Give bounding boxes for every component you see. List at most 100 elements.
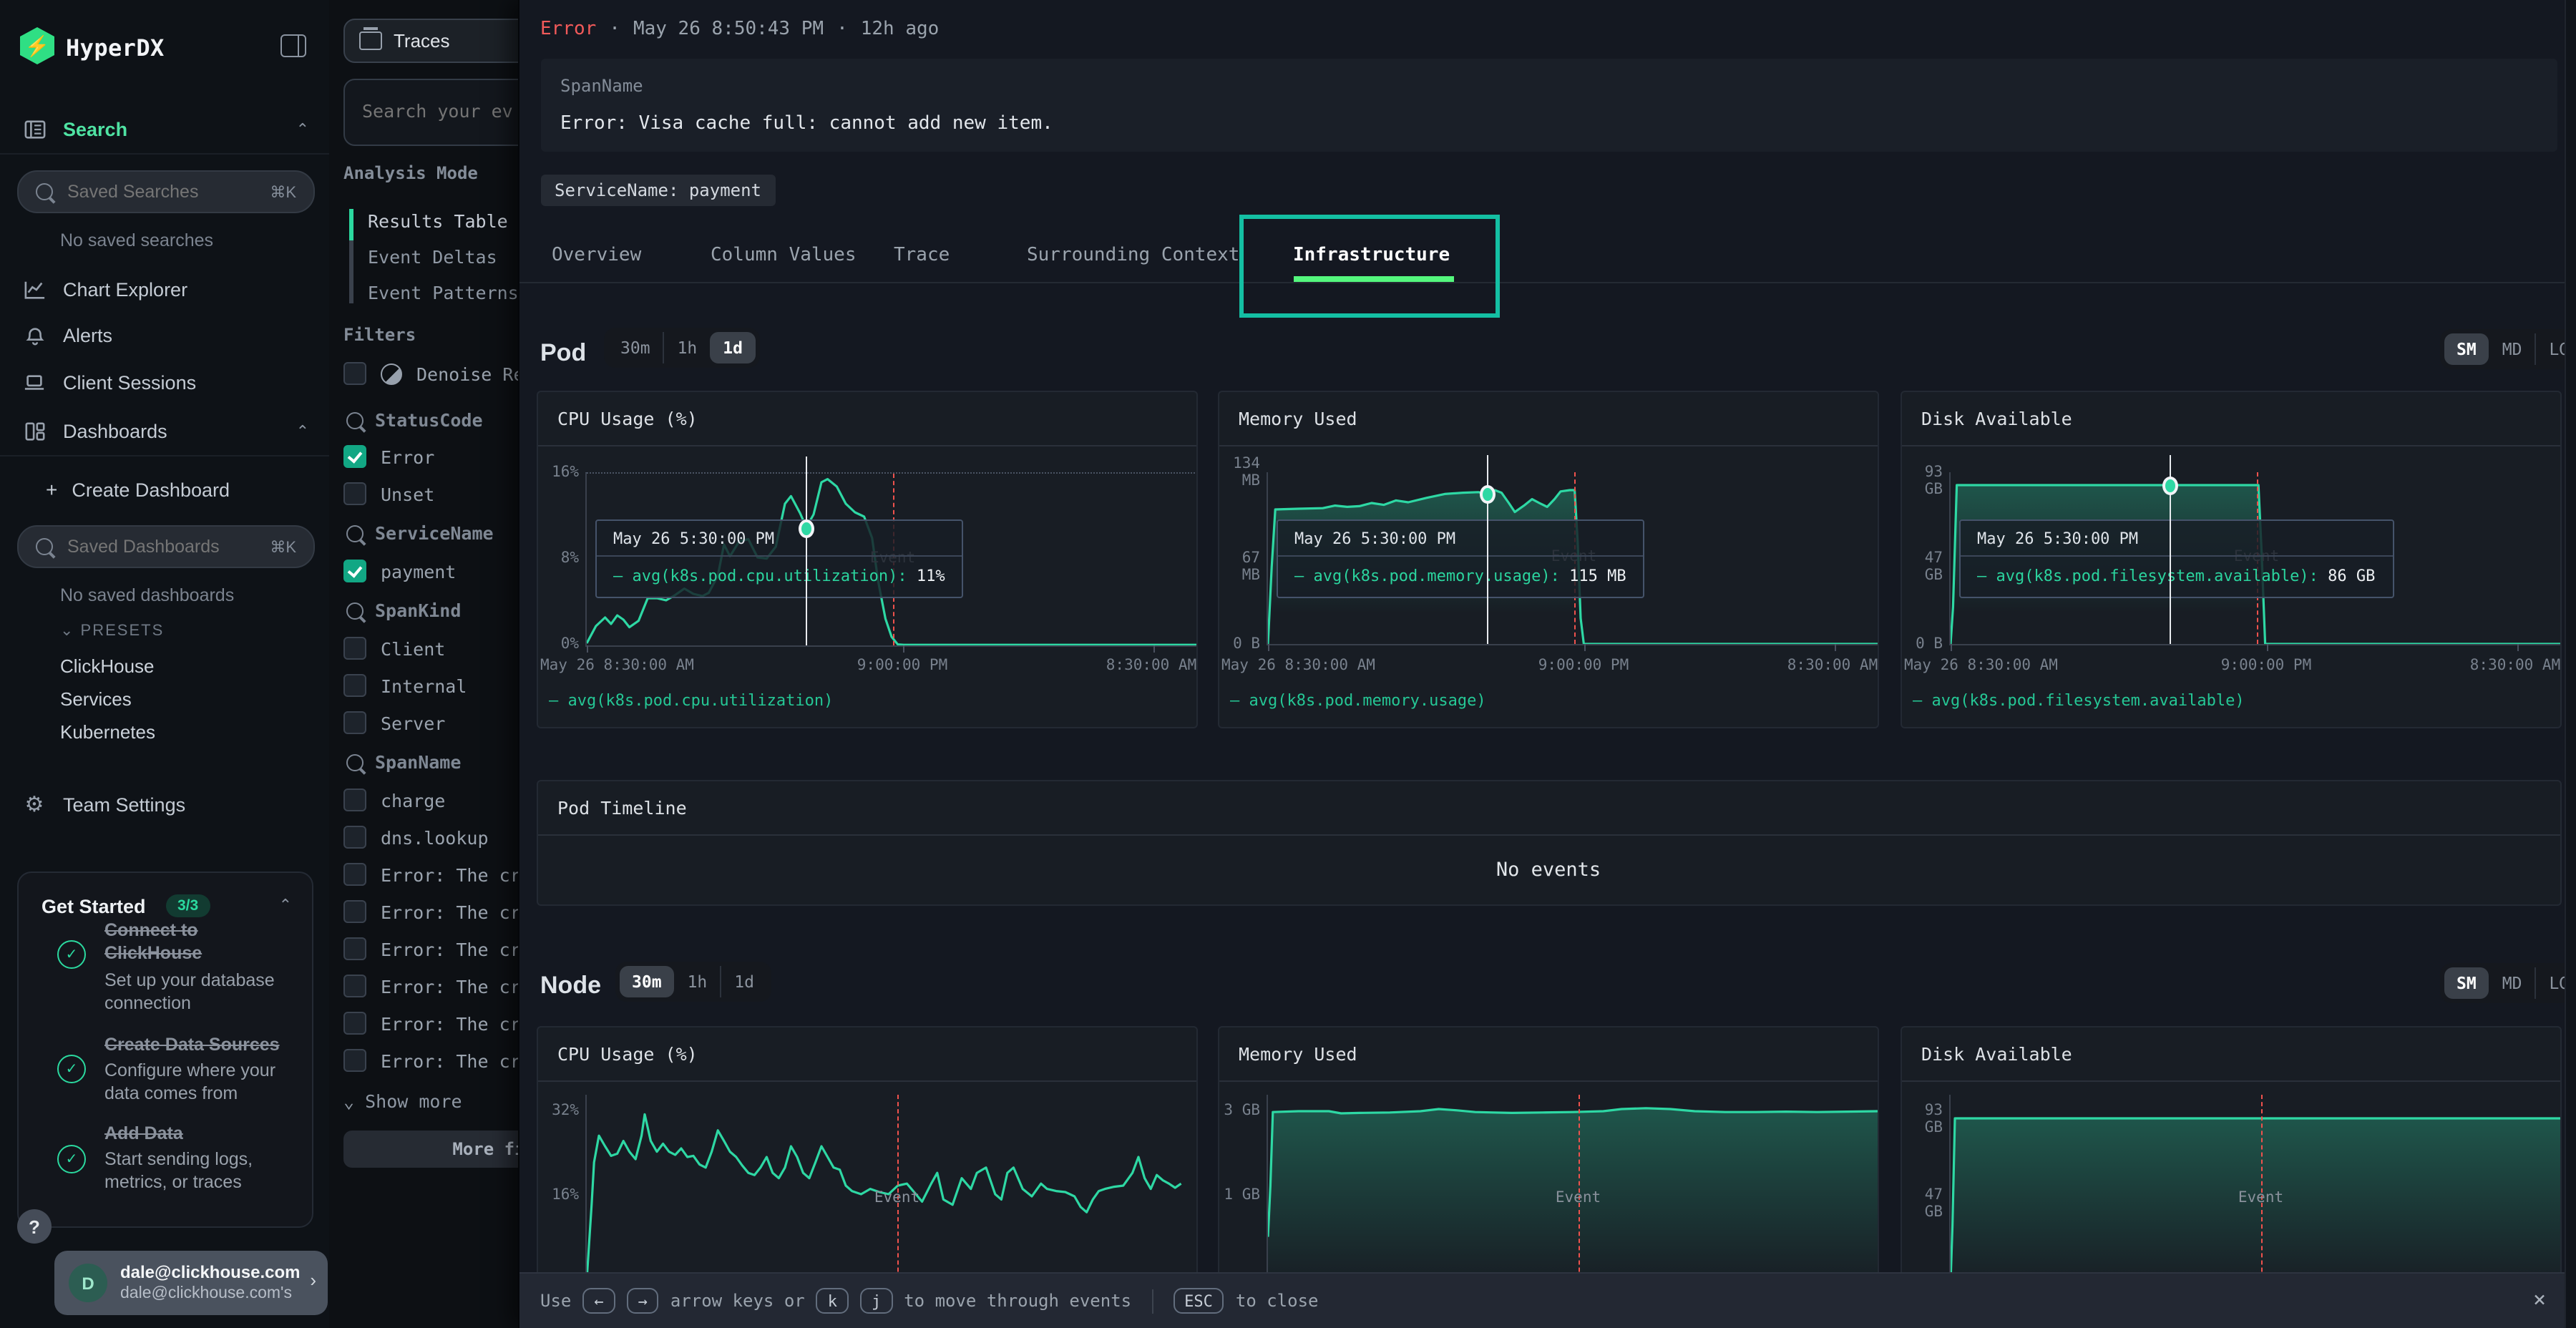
tab-column-values[interactable]: Column Values: [711, 245, 857, 266]
preset-kubernetes[interactable]: Kubernetes: [60, 721, 155, 743]
checkbox-unchecked[interactable]: [343, 900, 366, 923]
collapse-sidebar-icon[interactable]: [280, 34, 306, 57]
event-search-input[interactable]: [359, 99, 517, 123]
get-started-item-title[interactable]: Connect to ClickHouse: [104, 920, 203, 963]
close-icon[interactable]: ×: [2532, 1286, 2546, 1312]
node-range-30m[interactable]: 30m: [619, 966, 675, 997]
event-header: Error · May 26 8:50:43 PM · 12h ago: [540, 19, 939, 40]
saved-searches-field[interactable]: [64, 180, 256, 203]
panel-scrollbar[interactable]: [2565, 0, 2576, 1328]
saved-dashboards-input[interactable]: ⌘K: [17, 525, 315, 568]
get-started-item-title[interactable]: Add Data: [104, 1123, 183, 1143]
filter-option-error-span[interactable]: Error: The cr: [343, 937, 517, 960]
checkbox-checked[interactable]: [343, 560, 366, 582]
preset-clickhouse[interactable]: ClickHouse: [60, 655, 155, 677]
presets-toggle[interactable]: ⌄ PRESETS: [60, 622, 165, 640]
checkbox-unchecked[interactable]: [343, 1049, 366, 1072]
get-started-item-title[interactable]: Create Data Sources: [104, 1035, 280, 1055]
tab-surrounding-context[interactable]: Surrounding Context: [1027, 245, 1240, 266]
pod-range-30m[interactable]: 30m: [620, 338, 650, 358]
denoise-results-checkbox[interactable]: Denoise Re: [343, 362, 517, 385]
analysis-mode-event-patterns[interactable]: Event Patterns: [368, 282, 517, 303]
checkbox-unchecked[interactable]: [343, 975, 366, 997]
y-tick: 16%: [552, 1186, 579, 1204]
bell-icon: [23, 323, 46, 346]
divider: [0, 455, 329, 456]
get-started-title: Get Started: [42, 896, 146, 917]
event-search-box[interactable]: [343, 79, 517, 146]
chevron-up-icon[interactable]: ⌃: [278, 897, 292, 914]
sidebar-item-chart-explorer[interactable]: Chart Explorer: [0, 272, 329, 306]
filter-option-error-span[interactable]: Error: The cr: [343, 1012, 517, 1035]
checkbox-unchecked[interactable]: [343, 674, 366, 697]
analysis-mode-results-table[interactable]: Results Table: [368, 210, 508, 232]
checkbox-unchecked[interactable]: [343, 863, 366, 886]
checkbox-unchecked[interactable]: [343, 482, 366, 505]
node-memory-chart[interactable]: Event: [1266, 1095, 1877, 1327]
filter-option-charge[interactable]: charge: [343, 788, 445, 811]
saved-searches-input[interactable]: ⌘K: [17, 170, 315, 213]
show-more-toggle[interactable]: ⌄ Show more: [343, 1090, 462, 1112]
checkbox-unchecked[interactable]: [343, 362, 366, 385]
node-range-1h[interactable]: 1h: [687, 972, 708, 992]
preset-services[interactable]: Services: [60, 688, 132, 710]
filter-option-dns-lookup[interactable]: dns.lookup: [343, 826, 489, 849]
filter-option-error-span[interactable]: Error: The cr: [343, 863, 517, 886]
checkbox-unchecked[interactable]: [343, 637, 366, 660]
chart-legend: — avg(k8s.pod.cpu.utilization): [549, 691, 834, 710]
tab-infrastructure[interactable]: Infrastructure: [1293, 245, 1450, 266]
status-badge: Error: [540, 19, 597, 40]
user-account-chip[interactable]: D dale@clickhouse.com dale@clickhouse.co…: [54, 1251, 328, 1315]
filter-option-server[interactable]: Server: [343, 711, 445, 734]
sidebar-item-dashboards[interactable]: Dashboards ⌃: [0, 414, 329, 448]
checkbox-unchecked[interactable]: [343, 1012, 366, 1035]
checkbox-unchecked[interactable]: [343, 937, 366, 960]
checkbox-unchecked[interactable]: [343, 826, 366, 849]
sidebar-item-client-sessions[interactable]: Client Sessions: [0, 365, 329, 399]
analysis-mode-event-deltas[interactable]: Event Deltas: [368, 246, 497, 268]
more-filters-button[interactable]: More fil: [343, 1131, 517, 1168]
checkbox-unchecked[interactable]: [343, 711, 366, 734]
tab-overview[interactable]: Overview: [552, 245, 642, 266]
sidebar-item-alerts[interactable]: Alerts: [0, 318, 329, 352]
sidebar-item-label: Chart Explorer: [63, 278, 188, 300]
avatar: D: [69, 1264, 107, 1302]
filter-option-internal[interactable]: Internal: [343, 674, 467, 697]
create-dashboard-button[interactable]: + Create Dashboard: [0, 472, 329, 507]
node-size-md[interactable]: MD: [2502, 973, 2522, 993]
span-value: Error: Visa cache full: cannot add new i…: [560, 113, 1053, 135]
chevron-up-icon[interactable]: ⌃: [296, 121, 309, 138]
node-size-sm[interactable]: SM: [2444, 967, 2489, 999]
filter-option-client[interactable]: Client: [343, 637, 445, 660]
filter-option-error-span[interactable]: Error: The cr: [343, 975, 517, 997]
x-tick: 9:00:00 PM: [857, 657, 948, 674]
pod-range-1h[interactable]: 1h: [663, 332, 711, 363]
checkbox-unchecked[interactable]: [343, 788, 366, 811]
event-marker-line: [2260, 1095, 2263, 1327]
filter-option-error[interactable]: Error: [343, 445, 434, 468]
saved-dashboards-field[interactable]: [64, 535, 256, 558]
tab-trace[interactable]: Trace: [894, 245, 950, 266]
pod-size-md[interactable]: MD: [2502, 339, 2522, 359]
help-button[interactable]: ?: [17, 1209, 52, 1244]
pod-range-1d[interactable]: 1d: [710, 332, 756, 363]
sidebar-item-search[interactable]: Search ⌃: [0, 112, 329, 146]
chart-title: Memory Used: [1219, 392, 1877, 446]
node-cpu-chart[interactable]: Event: [585, 1095, 1196, 1327]
service-name-tag[interactable]: ServiceName: payment: [540, 175, 776, 206]
source-select[interactable]: Traces: [343, 19, 517, 63]
active-tab-underline: [1293, 276, 1453, 281]
filter-option-error-span[interactable]: Error: The cr: [343, 900, 517, 923]
chevron-up-icon[interactable]: ⌃: [296, 423, 309, 440]
filter-option-error-span[interactable]: Error: The cr: [343, 1049, 517, 1072]
filter-option-unset[interactable]: Unset: [343, 482, 434, 505]
datasource-icon: [359, 27, 382, 50]
node-range-1d[interactable]: 1d: [720, 966, 767, 997]
sidebar-item-team-settings[interactable]: ⚙ Team Settings: [0, 787, 329, 821]
pod-size-sm[interactable]: SM: [2444, 333, 2489, 365]
filter-option-payment[interactable]: payment: [343, 560, 456, 582]
checkbox-checked[interactable]: [343, 445, 366, 468]
search-icon: [346, 602, 364, 619]
plus-icon: +: [46, 478, 58, 501]
